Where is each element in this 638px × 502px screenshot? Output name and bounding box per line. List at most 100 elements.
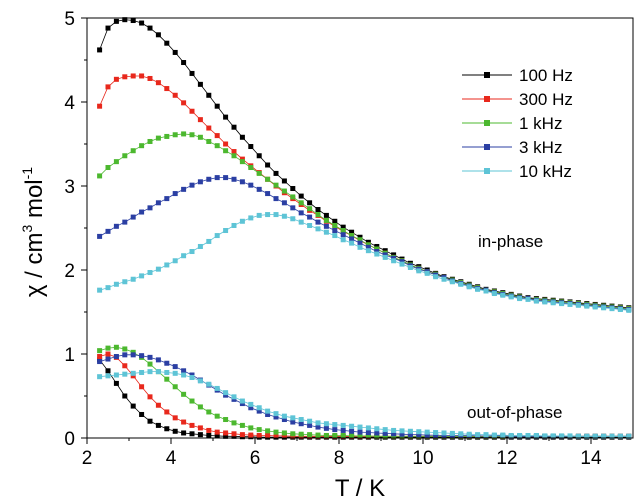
point-100-hz-in-phase xyxy=(122,17,128,23)
series-line-300-hz-in-phase xyxy=(99,75,629,309)
point-10-khz-out-of-phase xyxy=(491,432,497,438)
point-10-khz-in-phase xyxy=(500,292,506,298)
point-10-khz-in-phase xyxy=(315,226,321,232)
point-10-khz-out-of-phase xyxy=(155,369,161,375)
point-1-khz-in-phase xyxy=(298,200,304,206)
point-10-khz-out-of-phase xyxy=(374,426,380,432)
point-1-khz-out-of-phase xyxy=(349,433,355,439)
legend-marker-1-khz xyxy=(484,120,490,126)
y-tick-label-0: 0 xyxy=(64,429,75,450)
point-100-hz-in-phase xyxy=(323,212,329,218)
point-100-hz-in-phase xyxy=(172,49,178,55)
point-100-hz-in-phase xyxy=(391,252,397,258)
point-10-khz-in-phase xyxy=(214,233,220,239)
point-10-khz-in-phase xyxy=(349,240,355,246)
point-300-hz-out-of-phase xyxy=(273,433,279,439)
point-3-khz-out-of-phase xyxy=(97,359,103,365)
point-10-khz-out-of-phase xyxy=(416,429,422,435)
point-100-hz-in-phase xyxy=(164,40,170,46)
point-3-khz-out-of-phase xyxy=(239,401,245,407)
point-10-khz-in-phase xyxy=(517,296,523,302)
point-300-hz-in-phase xyxy=(97,103,103,109)
point-1-khz-in-phase xyxy=(206,138,212,144)
point-1-khz-out-of-phase xyxy=(105,345,111,351)
point-100-hz-in-phase xyxy=(181,60,187,66)
point-10-khz-out-of-phase xyxy=(407,428,413,434)
point-10-khz-out-of-phase xyxy=(399,428,405,434)
x-tick-label-14: 14 xyxy=(580,448,602,469)
point-10-khz-out-of-phase xyxy=(626,433,632,439)
point-1-khz-in-phase xyxy=(105,165,111,171)
point-3-khz-out-of-phase xyxy=(365,430,371,436)
point-1-khz-out-of-phase xyxy=(130,349,136,355)
point-10-khz-in-phase xyxy=(231,222,237,228)
point-300-hz-out-of-phase xyxy=(197,425,203,431)
point-3-khz-in-phase xyxy=(399,259,405,265)
point-1-khz-in-phase xyxy=(139,143,145,149)
point-1-khz-out-of-phase xyxy=(374,433,380,439)
point-300-hz-out-of-phase xyxy=(256,432,262,438)
point-100-hz-in-phase xyxy=(189,70,195,76)
point-1-khz-out-of-phase xyxy=(290,431,296,437)
point-1-khz-in-phase xyxy=(357,237,363,243)
point-3-khz-in-phase xyxy=(298,210,304,216)
point-100-hz-in-phase xyxy=(273,170,279,176)
point-10-khz-out-of-phase xyxy=(433,430,439,436)
series-line-10-khz-in-phase xyxy=(99,214,629,311)
point-10-khz-out-of-phase xyxy=(458,431,464,437)
point-3-khz-in-phase xyxy=(265,191,271,197)
point-3-khz-in-phase xyxy=(206,176,212,182)
series-line-10-khz-out-of-phase xyxy=(99,371,629,437)
point-100-hz-in-phase xyxy=(382,248,388,254)
point-3-khz-in-phase xyxy=(315,219,321,225)
point-10-khz-in-phase xyxy=(567,301,573,307)
point-300-hz-out-of-phase xyxy=(122,363,128,369)
point-10-khz-out-of-phase xyxy=(281,413,287,419)
point-300-hz-out-of-phase xyxy=(181,419,187,425)
point-1-khz-in-phase xyxy=(155,135,161,141)
point-1-khz-in-phase xyxy=(290,194,296,200)
point-1-khz-in-phase xyxy=(315,212,321,218)
point-3-khz-out-of-phase xyxy=(223,392,229,398)
point-1-khz-out-of-phase xyxy=(206,409,212,415)
point-1-khz-out-of-phase xyxy=(365,433,371,439)
point-10-khz-in-phase xyxy=(391,258,397,264)
point-10-khz-in-phase xyxy=(105,285,111,291)
point-3-khz-out-of-phase xyxy=(189,372,195,378)
point-3-khz-in-phase xyxy=(290,205,296,211)
point-10-khz-out-of-phase xyxy=(197,378,203,384)
point-300-hz-in-phase xyxy=(164,86,170,92)
y-axis: 0 1 2 3 4 5 xyxy=(64,9,87,450)
point-10-khz-in-phase xyxy=(155,266,161,272)
point-3-khz-in-phase xyxy=(382,252,388,258)
y-tick-label-2: 2 xyxy=(64,261,75,282)
point-100-hz-in-phase xyxy=(113,18,119,24)
point-10-khz-in-phase xyxy=(584,303,590,309)
point-3-khz-in-phase xyxy=(332,228,338,234)
point-10-khz-in-phase xyxy=(601,305,607,311)
point-1-khz-in-phase xyxy=(265,176,271,182)
point-10-khz-in-phase xyxy=(256,212,262,218)
point-300-hz-in-phase xyxy=(113,76,119,82)
point-10-khz-in-phase xyxy=(458,281,464,287)
legend: 100 Hz 300 Hz 1 kHz 3 kHz 10 kHz xyxy=(462,66,573,181)
point-3-khz-out-of-phase xyxy=(113,354,119,360)
point-100-hz-in-phase xyxy=(315,207,321,213)
point-10-khz-in-phase xyxy=(617,306,623,312)
point-300-hz-out-of-phase xyxy=(206,427,212,433)
series-line-300-hz-out-of-phase xyxy=(99,353,629,437)
legend-label-300-hz: 300 Hz xyxy=(519,90,573,109)
point-10-khz-out-of-phase xyxy=(500,432,506,438)
series-line-1-khz-in-phase xyxy=(99,133,629,309)
point-100-hz-in-phase xyxy=(130,18,136,24)
point-10-khz-in-phase xyxy=(491,291,497,297)
point-10-khz-in-phase xyxy=(542,299,548,305)
point-10-khz-in-phase xyxy=(307,222,313,228)
point-3-khz-out-of-phase xyxy=(307,422,313,428)
point-100-hz-in-phase xyxy=(97,47,103,53)
point-100-hz-in-phase xyxy=(155,32,161,38)
point-3-khz-out-of-phase xyxy=(164,360,170,366)
point-1-khz-out-of-phase xyxy=(214,413,220,419)
point-300-hz-out-of-phase xyxy=(239,432,245,438)
point-100-hz-out-of-phase xyxy=(139,411,145,417)
